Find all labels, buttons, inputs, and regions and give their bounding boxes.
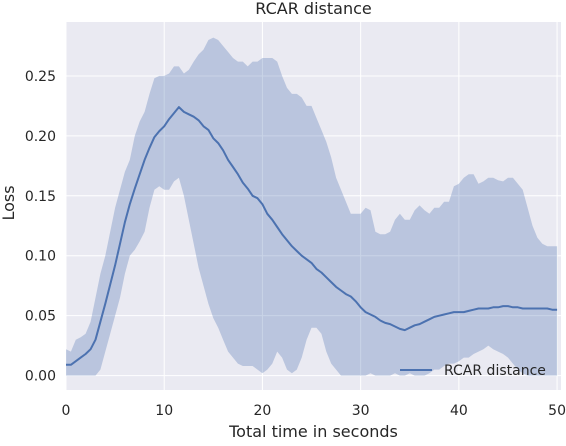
y-tick-label: 0.15 bbox=[25, 189, 56, 205]
x-tick-labels: 0 10 20 30 40 50 bbox=[62, 403, 566, 419]
x-tick-label: 20 bbox=[254, 403, 272, 419]
series-line bbox=[66, 106, 558, 366]
x-tick-label: 30 bbox=[352, 403, 370, 419]
legend: RCAR distance bbox=[400, 363, 546, 379]
y-tick-label: 0.05 bbox=[25, 309, 56, 325]
x-tick-label: 40 bbox=[450, 403, 468, 419]
y-tick-label: 0.00 bbox=[25, 369, 56, 385]
y-axis-title: Loss bbox=[0, 185, 18, 220]
plot-area bbox=[66, 22, 561, 390]
y-tick-label: 0.25 bbox=[25, 69, 56, 85]
x-tick-label: 10 bbox=[155, 403, 173, 419]
y-tick-labels: 0.00 0.05 0.10 0.15 0.20 0.25 bbox=[25, 69, 56, 385]
legend-label: RCAR distance bbox=[444, 363, 546, 379]
confidence-band bbox=[66, 37, 558, 376]
x-axis-title: Total time in seconds bbox=[228, 422, 398, 441]
chart-title: RCAR distance bbox=[255, 0, 371, 18]
x-tick-label: 0 bbox=[62, 403, 71, 419]
y-tick-label: 0.10 bbox=[25, 249, 56, 265]
x-tick-label: 50 bbox=[548, 403, 566, 419]
y-tick-label: 0.20 bbox=[25, 129, 56, 145]
